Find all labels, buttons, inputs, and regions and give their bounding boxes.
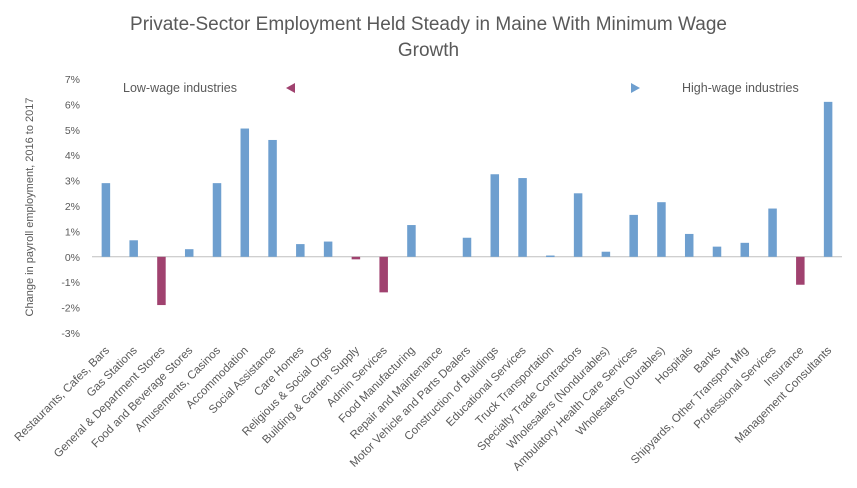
bar: [351, 256, 361, 260]
bar: [768, 208, 777, 257]
y-tick-label: 7%: [65, 74, 80, 86]
wage-annotation: Low-wage industries High-wage industries: [123, 81, 799, 95]
bar: [296, 244, 305, 257]
bar: [462, 237, 472, 257]
bar: [323, 241, 333, 257]
bar: [657, 202, 666, 257]
y-tick-label: 0%: [65, 252, 80, 264]
bar: [796, 256, 805, 285]
bar: [129, 240, 138, 257]
bar: [184, 249, 194, 257]
bar: [684, 233, 694, 257]
y-tick-label: -3%: [61, 328, 80, 340]
chart-title-line-1: Private-Sector Employment Held Steady in…: [130, 14, 727, 35]
y-tick-label: 2%: [65, 201, 80, 213]
bar: [740, 242, 750, 257]
y-tick-label: 5%: [65, 125, 80, 137]
bar: [601, 251, 611, 257]
bar: [268, 139, 277, 257]
arrow-head-left: [286, 83, 295, 93]
bar: [823, 101, 833, 257]
bar: [157, 256, 166, 306]
y-tick-label: 4%: [65, 150, 80, 162]
y-tick-label: 1%: [65, 226, 80, 238]
bar: [212, 183, 222, 257]
bar: [101, 183, 111, 257]
x-tick-label: General & Department Stores: [52, 344, 168, 460]
chart-title-line-2: Growth: [397, 40, 460, 61]
y-tick-label: 3%: [65, 176, 80, 188]
bar: [518, 178, 527, 257]
bar: [379, 256, 388, 293]
y-tick-label: -2%: [61, 303, 80, 315]
bar: [712, 246, 722, 257]
bar: [546, 255, 555, 258]
y-tick-label: -1%: [61, 277, 80, 289]
bar: [573, 193, 583, 257]
arrow-head-right: [631, 83, 640, 93]
bar: [407, 225, 416, 257]
low-wage-label: Low-wage industries: [123, 81, 237, 95]
bar: [629, 214, 638, 257]
bar: [240, 128, 250, 257]
bar: [490, 174, 500, 257]
high-wage-label: High-wage industries: [682, 81, 799, 95]
y-axis-label: Change in payroll employment, 2016 to 20…: [24, 98, 36, 317]
chart-title: Private-Sector Employment Held Steady in…: [0, 12, 857, 64]
y-tick-label: 6%: [65, 99, 80, 111]
